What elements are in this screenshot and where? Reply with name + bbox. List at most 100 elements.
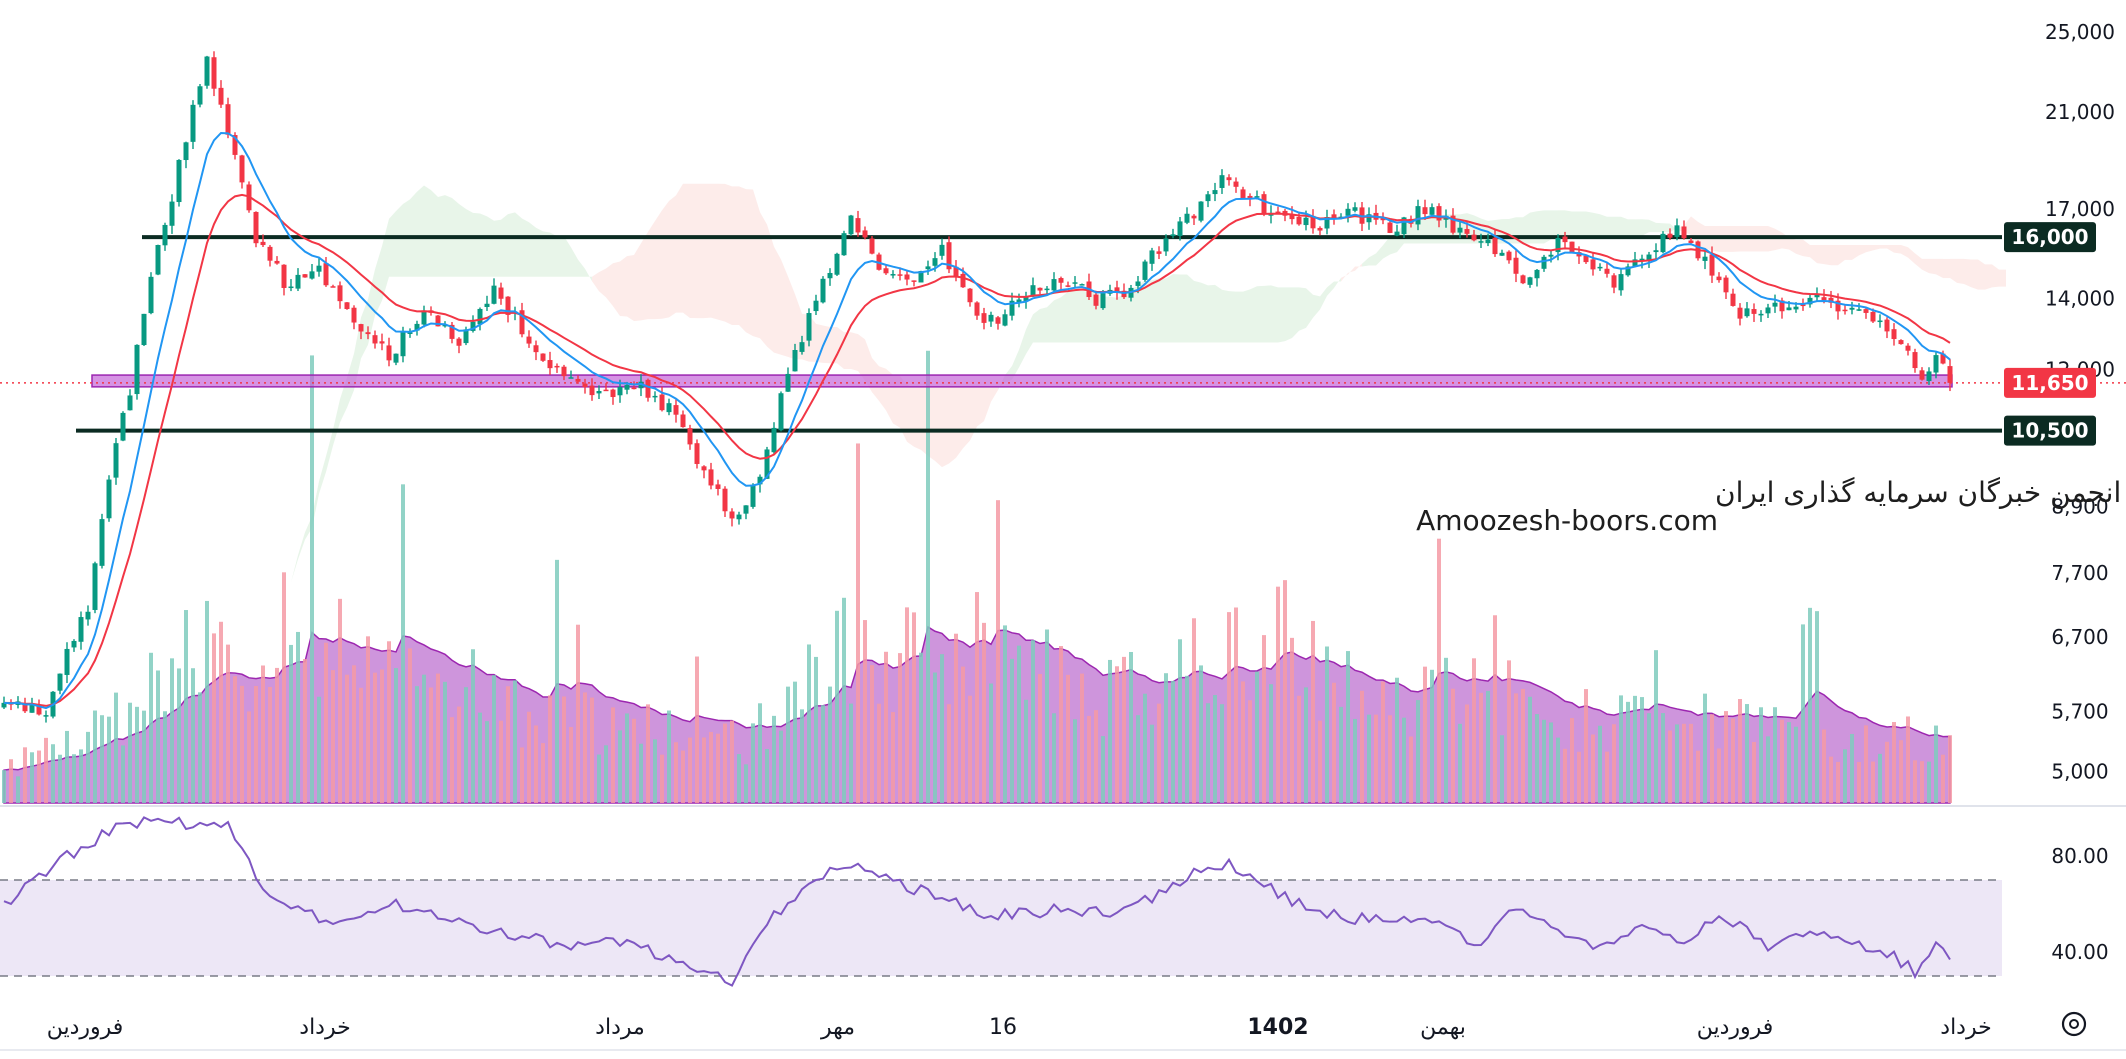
candle-body (996, 317, 1001, 323)
volume-bar (261, 666, 265, 803)
volume-bar (1528, 697, 1532, 803)
cloud-segment (711, 184, 718, 320)
cloud-segment (1285, 287, 1292, 341)
cloud-segment (1229, 291, 1236, 342)
time-label: 1402 (1247, 1015, 1308, 1040)
volume-bar (37, 751, 41, 803)
volume-bar (338, 599, 342, 803)
volume-bar (282, 572, 286, 803)
candle-body (1731, 294, 1736, 306)
volume-bar (1605, 752, 1609, 803)
volume-bar (639, 744, 643, 803)
volume-bar (86, 732, 90, 803)
candle-body (1388, 223, 1393, 233)
cloud-segment (1957, 259, 1964, 284)
candle-body (254, 212, 259, 243)
volume-bar (884, 652, 888, 803)
candle-body (219, 88, 224, 105)
volume-bar (1318, 721, 1322, 803)
cloud-segment (1033, 309, 1040, 342)
volume-bar (975, 592, 979, 803)
volume-bar (590, 698, 594, 803)
volume-bar (394, 668, 398, 803)
candle-body (891, 274, 896, 276)
candle-body (842, 233, 847, 255)
candle-body (1143, 262, 1148, 280)
volume-bar (1220, 704, 1224, 803)
volume-bar (380, 669, 384, 803)
volume-bar (163, 711, 167, 803)
cloud-segment (760, 212, 767, 346)
volume-bar (289, 645, 293, 803)
cloud-segment (767, 225, 774, 353)
candle-body (681, 414, 686, 427)
candle-body (1136, 281, 1141, 285)
volume-bar (1836, 762, 1840, 803)
volume-bar (1885, 742, 1889, 803)
candle-body (828, 273, 833, 278)
cloud-segment (1425, 216, 1432, 244)
volume-bar (1661, 713, 1665, 803)
volume-bar (709, 732, 713, 803)
candle-body (1948, 366, 1953, 383)
volume-bar (107, 717, 111, 803)
cloud-segment (515, 212, 522, 276)
volume-bar (2, 770, 6, 803)
candle-body (1850, 308, 1855, 310)
candle-body (1885, 320, 1890, 332)
candle-body (814, 301, 819, 311)
volume-bar (1703, 694, 1707, 803)
cloud-segment (907, 385, 914, 447)
cloud-segment (1943, 259, 1950, 278)
cloud-segment (1257, 286, 1264, 343)
cloud-segment (725, 184, 732, 325)
candle-body (226, 104, 231, 135)
candle-body (72, 641, 77, 647)
cloud-segment (529, 222, 536, 276)
volume-bar (583, 692, 587, 803)
cloud-segment (1159, 278, 1166, 342)
volume-bar (1017, 646, 1021, 803)
cloud-segment (424, 185, 431, 276)
volume-bar (555, 560, 559, 803)
candle-body (212, 57, 217, 88)
cloud-segment (690, 184, 697, 318)
candle-body (527, 337, 532, 344)
volume-bar (611, 707, 615, 803)
volume-bar (1577, 752, 1581, 803)
candle-body (975, 302, 980, 315)
cloud-segment (1271, 285, 1278, 342)
candle-body (541, 354, 546, 361)
candle-body (1479, 241, 1484, 243)
volume-bar (1045, 629, 1049, 803)
cloud-segment (662, 201, 669, 319)
candle-body (1668, 234, 1673, 238)
volume-bar (1479, 693, 1483, 803)
cloud-segment (683, 184, 690, 318)
candle-body (198, 86, 203, 104)
volume-bar (730, 721, 734, 803)
candle-body (1080, 284, 1085, 286)
cloud-segment (431, 190, 438, 277)
volume-bar (576, 625, 580, 803)
candle-body (1682, 226, 1687, 238)
candle-body (1297, 217, 1302, 224)
volume-bar (1332, 683, 1336, 803)
watermark-line2: Amoozesh-boors.com (1416, 504, 1718, 537)
volume-bar (982, 623, 986, 803)
candle-body (44, 715, 49, 717)
volume-bar (786, 687, 790, 803)
volume-bar (898, 653, 902, 803)
candle-body (583, 384, 588, 387)
candle-body (695, 443, 700, 464)
volume-bar (499, 721, 503, 803)
volume-bar (366, 636, 370, 803)
volume-bar (1731, 718, 1735, 803)
volume-bar (1388, 715, 1392, 803)
volume-bar (1402, 718, 1406, 803)
candle-body (1059, 278, 1064, 283)
candle-body (604, 390, 609, 392)
volume-bar (296, 632, 300, 803)
volume-bar (1059, 646, 1063, 803)
